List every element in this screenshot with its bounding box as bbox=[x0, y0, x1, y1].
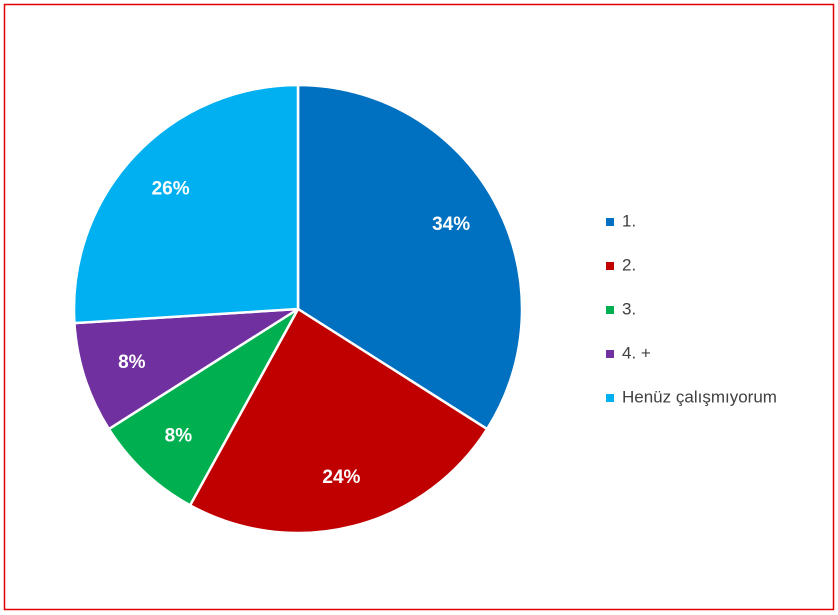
legend-label: 2. bbox=[622, 255, 636, 274]
legend-label: 3. bbox=[622, 299, 636, 318]
legend-label: Henüz çalışmıyorum bbox=[622, 387, 777, 406]
pie-slice bbox=[107, 307, 300, 507]
pie-slice bbox=[188, 307, 489, 535]
pie-slice bbox=[72, 83, 300, 325]
data-label: 8% bbox=[165, 425, 193, 446]
legend-label: 1. bbox=[622, 211, 636, 230]
legend-swatch bbox=[606, 350, 614, 358]
legend-swatch bbox=[606, 306, 614, 314]
data-label: 34% bbox=[432, 214, 470, 235]
legend-swatch bbox=[606, 262, 614, 270]
legend-swatch bbox=[606, 394, 614, 402]
pie-slice bbox=[296, 83, 524, 431]
legend-swatch bbox=[606, 218, 614, 226]
data-label: 8% bbox=[118, 352, 146, 373]
data-label: 24% bbox=[322, 467, 360, 488]
legend-label: 4. + bbox=[622, 343, 651, 362]
data-label: 26% bbox=[152, 178, 190, 199]
pie-slice bbox=[73, 307, 299, 431]
